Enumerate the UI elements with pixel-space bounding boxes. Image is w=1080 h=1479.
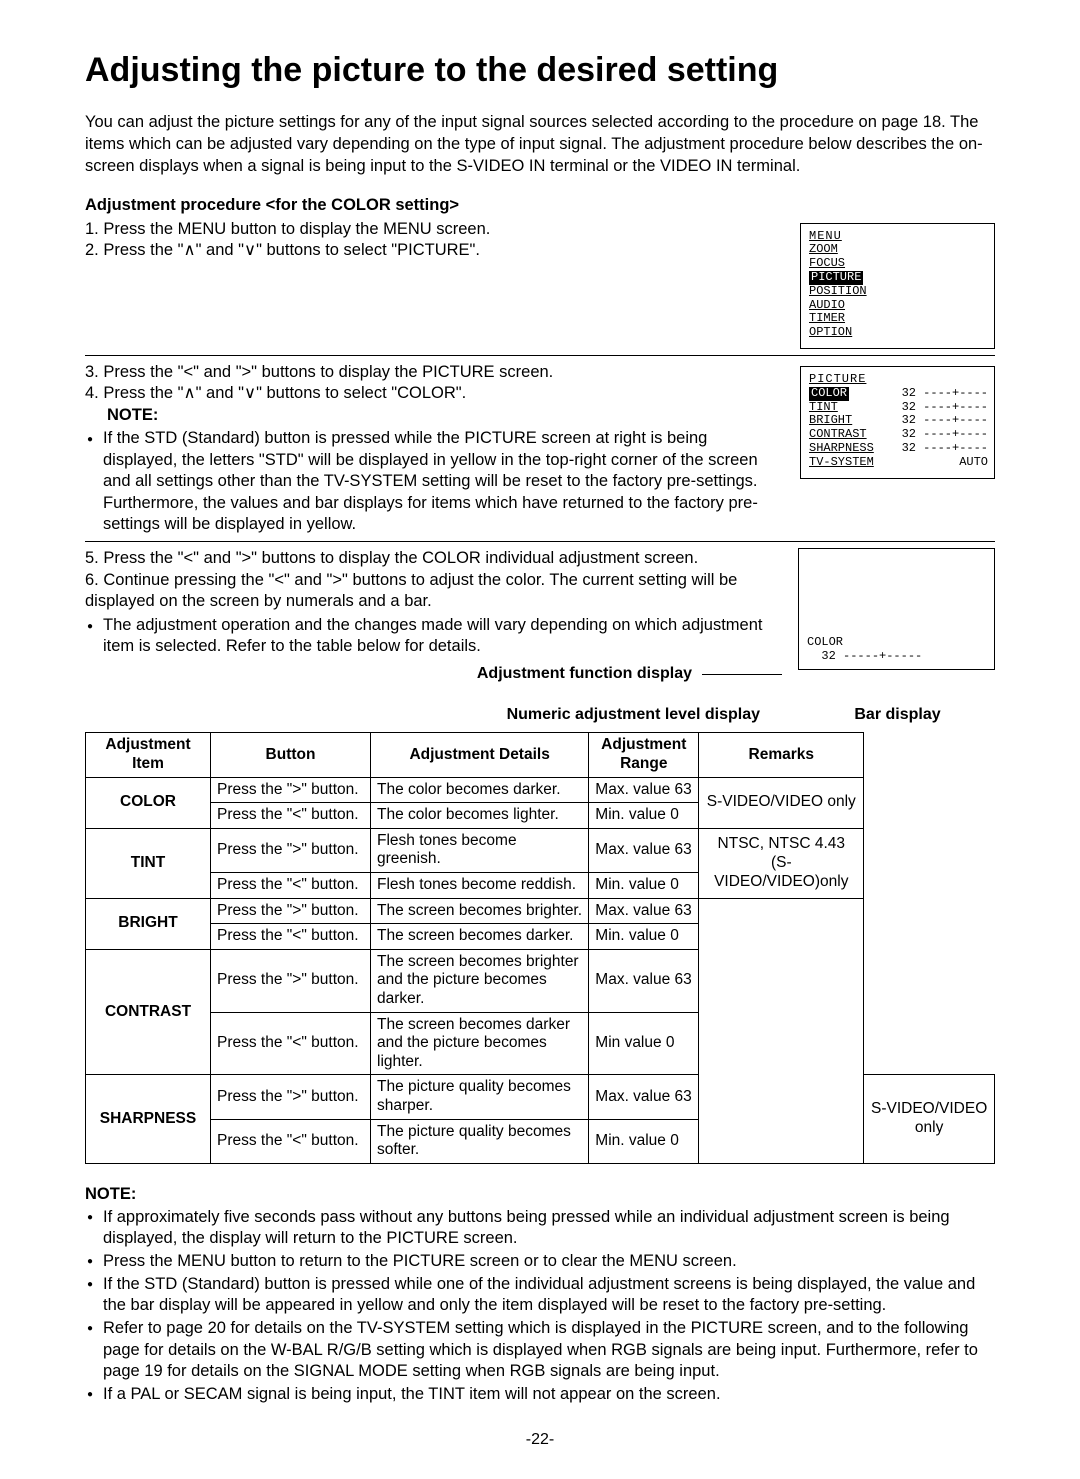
caption-bottom: Numeric adjustment level display Bar dis… (85, 706, 995, 724)
adj-button: Press the ">" button. (211, 828, 371, 872)
intro-text: You can adjust the picture settings for … (85, 111, 995, 178)
adj-button: Press the "<" button. (211, 924, 371, 950)
table-row: BRIGHTPress the ">" button.The screen be… (86, 898, 995, 924)
adj-details: The screen becomes brighter and the pict… (371, 949, 589, 1012)
osd-color-value: 32 (821, 649, 835, 663)
step-6b: The adjustment operation and the changes… (85, 615, 782, 658)
footnote: Press the MENU button to return to the P… (85, 1251, 995, 1272)
table-header: Remarks (699, 733, 864, 777)
adjustment-table: Adjustment ItemButtonAdjustment DetailsA… (85, 732, 995, 1163)
page-title: Adjusting the picture to the desired set… (85, 50, 995, 91)
lead-line (702, 674, 782, 675)
osd-color-bar: -----+----- (843, 649, 922, 663)
adj-item: COLOR (86, 777, 211, 828)
footnote: Refer to page 20 for details on the TV-S… (85, 1318, 995, 1381)
step-block-3: 5. Press the "<" and ">" buttons to disp… (85, 548, 995, 696)
adj-details: The picture quality becomes sharper. (371, 1075, 589, 1119)
adj-item: BRIGHT (86, 898, 211, 949)
adj-details: The picture quality becomes softer. (371, 1119, 589, 1163)
adj-range: Min. value 0 (589, 803, 699, 829)
table-header: Adjustment Range (589, 733, 699, 777)
adj-button: Press the ">" button. (211, 949, 371, 1012)
osd-color: COLOR 32 -----+----- (798, 548, 995, 670)
step-2: Press the "∧" and "∨" buttons to select … (103, 241, 480, 259)
adj-remarks: S-VIDEO/VIDEO only (864, 1075, 995, 1163)
adj-range: Min. value 0 (589, 873, 699, 899)
table-row: TINTPress the ">" button.Flesh tones bec… (86, 828, 995, 872)
footnote: If the STD (Standard) button is pressed … (85, 1274, 995, 1316)
note-label-mid: NOTE: (107, 406, 158, 424)
adj-details: The screen becomes brighter. (371, 898, 589, 924)
notes-section: NOTE: If approximately five seconds pass… (85, 1184, 995, 1405)
adj-range: Max. value 63 (589, 1075, 699, 1119)
adj-range: Max. value 63 (589, 777, 699, 803)
adj-button: Press the ">" button. (211, 1075, 371, 1119)
adj-details: The color becomes lighter. (371, 803, 589, 829)
caption-num: Numeric adjustment level display (85, 706, 760, 724)
note-mid: If the STD (Standard) button is pressed … (85, 428, 784, 535)
page-number: -22- (85, 1431, 995, 1449)
adj-button: Press the "<" button. (211, 1119, 371, 1163)
osd-menu: MENUZOOMFOCUSPICTUREPOSITIONAUDIOTIMEROP… (800, 223, 995, 349)
step-6a: Continue pressing the "<" and ">" button… (85, 571, 737, 610)
osd-color-label: COLOR (807, 636, 922, 650)
note-label-bottom: NOTE: (85, 1184, 995, 1205)
osd-picture: PICTURECOLOR32 ----+----TINT32 ----+----… (800, 366, 995, 479)
adj-item: TINT (86, 828, 211, 898)
adj-button: Press the ">" button. (211, 898, 371, 924)
step-block-1: 1. Press the MENU button to display the … (85, 219, 995, 356)
adj-button: Press the "<" button. (211, 873, 371, 899)
adj-button: Press the "<" button. (211, 803, 371, 829)
footnote: If approximately five seconds pass witho… (85, 1207, 995, 1249)
adj-details: Flesh tones become reddish. (371, 873, 589, 899)
table-header: Adjustment Details (371, 733, 589, 777)
caption-bar: Bar display (800, 706, 995, 724)
adj-range: Min. value 0 (589, 924, 699, 950)
adj-remarks: NTSC, NTSC 4.43 (S-VIDEO/VIDEO)only (699, 828, 864, 898)
step-3: Press the "<" and ">" buttons to display… (103, 363, 553, 381)
adj-item: SHARPNESS (86, 1075, 211, 1163)
adj-remarks (699, 898, 864, 1163)
table-header: Button (211, 733, 371, 777)
caption-fn: Adjustment function display (85, 664, 692, 685)
adj-button: Press the ">" button. (211, 777, 371, 803)
adj-details: Flesh tones become greenish. (371, 828, 589, 872)
adj-details: The screen becomes darker and the pictur… (371, 1012, 589, 1075)
step-block-2: 3. Press the "<" and ">" buttons to disp… (85, 362, 995, 543)
adj-item: CONTRAST (86, 949, 211, 1075)
procedure-title: Adjustment procedure <for the COLOR sett… (85, 196, 995, 215)
adj-range: Max. value 63 (589, 949, 699, 1012)
step-1: Press the MENU button to display the MEN… (103, 220, 490, 238)
footnote: If a PAL or SECAM signal is being input,… (85, 1384, 995, 1405)
adj-range: Max. value 63 (589, 828, 699, 872)
adj-details: The screen becomes darker. (371, 924, 589, 950)
adj-range: Min value 0 (589, 1012, 699, 1075)
table-row: COLORPress the ">" button.The color beco… (86, 777, 995, 803)
step-4: Press the "∧" and "∨" buttons to select … (103, 384, 466, 402)
adj-remarks: S-VIDEO/VIDEO only (699, 777, 864, 828)
adj-button: Press the "<" button. (211, 1012, 371, 1075)
adj-details: The color becomes darker. (371, 777, 589, 803)
adj-range: Min. value 0 (589, 1119, 699, 1163)
step-5: Press the "<" and ">" buttons to display… (103, 549, 698, 567)
adj-range: Max. value 63 (589, 898, 699, 924)
table-header: Adjustment Item (86, 733, 211, 777)
